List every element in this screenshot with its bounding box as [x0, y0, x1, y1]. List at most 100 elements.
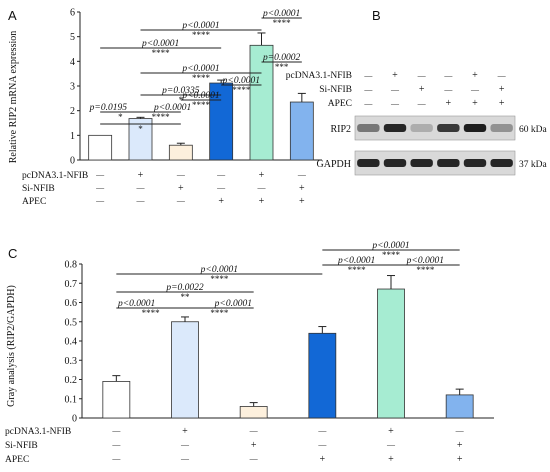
chart-c-treatment-mark: — — [386, 440, 396, 449]
blot-treatment-label: Si-NFIB — [319, 85, 352, 95]
blot-band — [437, 159, 460, 167]
blot-treatment-mark: + — [472, 70, 478, 81]
blot-treatment-label: APEC — [328, 99, 352, 109]
blot-strip — [354, 115, 516, 141]
chart-c-bar — [102, 381, 131, 419]
chart-a-ytick-label: 6 — [70, 8, 75, 19]
blot-band — [383, 124, 407, 132]
blot-treatment-mark: + — [392, 70, 398, 81]
chart-c-treatment-mark: — — [180, 440, 190, 449]
chart-a-treatment-mark: — — [297, 170, 307, 179]
chart-c-treatment-mark: — — [317, 440, 327, 449]
chart-a-sig-stars: **** — [152, 48, 171, 58]
blot-band — [357, 159, 380, 167]
chart-c-treatment-mark: + — [388, 426, 394, 437]
chart-c-ytick-label: 0.6 — [65, 298, 78, 309]
chart-a-ytick-label: 1 — [70, 131, 75, 142]
chart-c-treatment-mark: — — [111, 440, 121, 449]
chart-a-sig-pvalue: p=0.0195 — [89, 103, 128, 113]
chart-a-treatment-mark: — — [95, 183, 105, 192]
chart-a-sig-stars: * — [118, 112, 123, 122]
chart-c-ytick-label: 0.5 — [65, 317, 78, 328]
blot-treatment-mark: + — [472, 98, 478, 109]
western-blot: pcDNA3.1-NFIB — + — — + — Si-NFIB — — + — — + APEC — — — +… — [286, 70, 547, 176]
chart-c-sig-stars: ** — [181, 292, 191, 302]
chart-c-ytick-label: 0.3 — [65, 356, 78, 367]
chart-a-treatment-label: Si-NFIB — [22, 184, 55, 194]
chart-a-sig-stars: **** — [232, 85, 251, 95]
blot-treatment-mark: — — [363, 85, 373, 94]
chart-a-treatment-mark: — — [176, 170, 186, 179]
chart-c-ytick-label: 0.2 — [65, 375, 78, 386]
chart-c-treatment-mark: + — [457, 440, 463, 451]
chart-a-ytick-label: 5 — [70, 32, 75, 43]
chart-a-sig-stars: **** — [152, 112, 171, 122]
chart-a-treatment-label: APEC — [22, 197, 46, 207]
chart-c-treatment-mark: — — [249, 426, 259, 435]
chart-a-ylabel: Relative RIP2 mRNA expression — [8, 31, 19, 164]
chart-c-sig-stars: **** — [210, 274, 229, 284]
blot-band — [490, 124, 513, 132]
chart-a-treatment-mark: — — [216, 183, 226, 192]
blot-band — [490, 159, 513, 167]
chart-c-bar — [239, 406, 268, 419]
chart-c-sig-stars: **** — [416, 265, 435, 275]
chart-a-sig-pvalue: p<0.0001 — [153, 103, 191, 113]
chart-a-treatment-mark: + — [138, 170, 144, 181]
chart-a-sig-pvalue: p<0.0001 — [181, 91, 219, 101]
chart-a-sig-pvalue: p=0.0002 — [262, 53, 301, 63]
blot-strip — [354, 150, 516, 176]
blot-band-label: RIP2 — [330, 124, 351, 135]
chart-c-treatment-mark: — — [455, 426, 465, 435]
chart-a-sig-stars: **** — [273, 18, 292, 28]
blot-treatment-mark: + — [499, 84, 505, 95]
chart-c-ylabel: Gray analysis (RIP2/GAPDH) — [6, 285, 17, 407]
chart-a-sig-pvalue: p<0.0001 — [181, 64, 219, 74]
chart-c-sig-stars: **** — [348, 265, 367, 275]
panel-letter-c: C — [8, 246, 17, 261]
chart-a-treatment-mark: — — [257, 183, 267, 192]
blot-treatment-mark: + — [499, 98, 505, 109]
blot-band — [383, 159, 407, 167]
chart-a-sig-pvalue: p<0.0001 — [262, 9, 300, 19]
chart-c-treatment-mark: + — [388, 454, 394, 465]
chart-a-treatment-mark: + — [259, 170, 265, 181]
blot-treatment-mark: — — [443, 85, 453, 94]
chart-a-sig-stars: **** — [192, 100, 211, 110]
chart-c-treatment-mark: — — [111, 426, 121, 435]
blot-treatment-mark: — — [417, 71, 427, 80]
chart-a-sig-pvalue: p<0.0001 — [222, 76, 260, 86]
chart-c-sig-stars: **** — [210, 308, 229, 318]
blot-band-size: 60 kDa — [519, 125, 547, 135]
blot-treatment-mark: + — [446, 98, 452, 109]
chart-c: Gray analysis (RIP2/GAPDH) 0 0.1 0.2 0.3 0.4… — [5, 241, 494, 465]
blot-band — [437, 124, 460, 132]
chart-c-treatment-label: APEC — [5, 455, 29, 465]
chart-a-treatment-mark: — — [95, 170, 105, 179]
chart-c-treatment-mark: — — [249, 454, 259, 463]
chart-a-treatment-mark: + — [178, 183, 184, 194]
chart-a-treatment-mark: — — [95, 196, 105, 205]
chart-a: Relative RIP2 mRNA expression 0123456*p=… — [8, 8, 322, 207]
chart-c-ytick-label: 0.7 — [65, 279, 78, 290]
blot-treatment-mark: — — [390, 85, 400, 94]
blot-treatment-mark: — — [443, 71, 453, 80]
chart-a-treatment-mark: — — [136, 196, 146, 205]
chart-a-sig-pvalue: p<0.0001 — [141, 39, 179, 49]
chart-a-treatment-mark: — — [136, 183, 146, 192]
chart-a-ytick-label: 2 — [70, 106, 75, 117]
chart-c-treatment-mark: — — [317, 426, 327, 435]
chart-c-ytick-label: 0.4 — [65, 337, 78, 348]
blot-treatment-mark: + — [419, 84, 425, 95]
blot-band — [463, 124, 487, 132]
chart-a-ytick-label: 0 — [70, 156, 75, 167]
chart-a-sig-pvalue: p=0.0335 — [161, 86, 200, 96]
chart-a-bar — [88, 134, 113, 161]
chart-c-bar — [445, 394, 474, 419]
chart-c-ytick-label: 0.8 — [65, 260, 78, 271]
chart-c-bar — [308, 332, 337, 419]
blot-band-size: 37 kDa — [519, 160, 547, 170]
chart-a-sig-pvalue: p<0.0001 — [181, 21, 219, 31]
chart-c-ytick-label: 0 — [72, 414, 77, 425]
chart-c-bar — [377, 288, 405, 419]
